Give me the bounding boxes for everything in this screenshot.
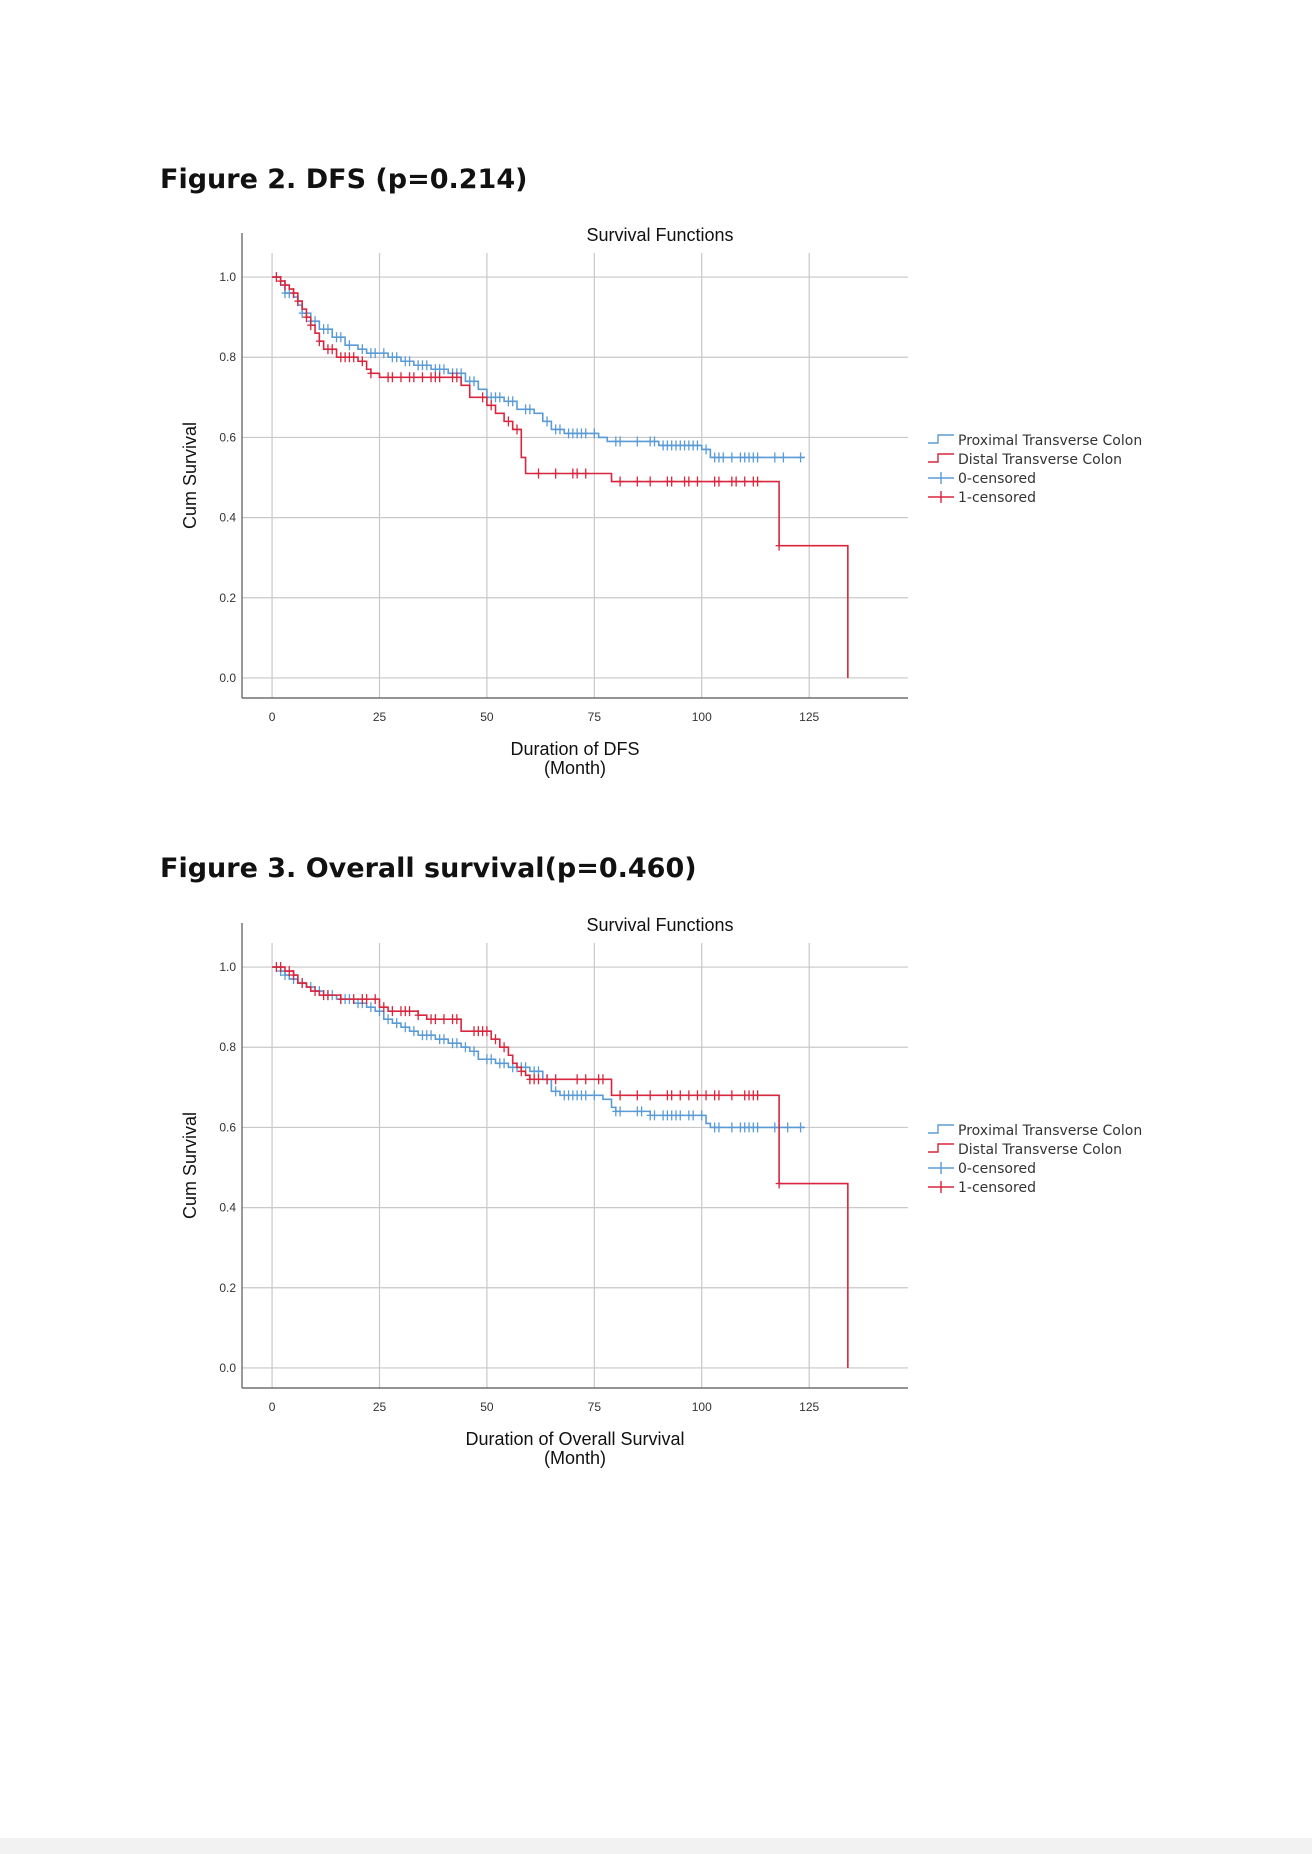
legend-entry: 1-censored <box>958 490 1036 506</box>
dfs-survival-chart: Survival Functions 0.0 0.2 0.4 0.6 0.8 1.0 0 25 5… <box>180 225 1142 778</box>
legend-entry: 1-censored <box>958 1180 1036 1196</box>
x-tick-label: 100 <box>692 710 712 724</box>
grid-lines <box>242 253 908 698</box>
y-tick-label: 0.6 <box>219 430 236 444</box>
series-proximal <box>272 276 805 463</box>
y-tick-label: 0.8 <box>219 350 236 364</box>
series-proximal <box>272 966 805 1133</box>
x-axis-label: (Month) <box>544 1448 606 1468</box>
series-distal <box>272 272 849 678</box>
x-tick-label: 25 <box>373 710 387 724</box>
y-tick-label: 0.2 <box>219 591 236 605</box>
chart-title: Survival Functions <box>586 225 733 245</box>
legend-entry: Proximal Transverse Colon <box>958 1123 1142 1139</box>
x-axis-label: (Month) <box>544 758 606 778</box>
y-tick-label: 0.0 <box>219 671 236 685</box>
chart-title: Survival Functions <box>586 915 733 935</box>
x-tick-label: 75 <box>588 710 602 724</box>
series-distal <box>272 962 849 1368</box>
legend-entry: Distal Transverse Colon <box>958 452 1122 468</box>
x-tick-label: 50 <box>480 710 494 724</box>
x-tick-label: 75 <box>588 1400 602 1414</box>
y-tick-label: 0.0 <box>219 1361 236 1375</box>
y-axis-label: Cum Survival <box>180 422 200 529</box>
y-tick-label: 0.2 <box>219 1281 236 1295</box>
overall-survival-chart: Survival Functions 0.0 0.2 0.4 0.6 0.8 1.0 0 25 5… <box>180 915 1142 1468</box>
x-tick-label: 25 <box>373 1400 387 1414</box>
legend-entry: 0-censored <box>958 471 1036 487</box>
survival-step-line <box>272 276 849 678</box>
y-axis-label: Cum Survival <box>180 1112 200 1219</box>
x-axis-label: Duration of DFS <box>510 739 639 759</box>
legend-entry: Distal Transverse Colon <box>958 1142 1122 1158</box>
y-tick-label: 0.6 <box>219 1120 236 1134</box>
legend-step-symbol <box>928 453 954 463</box>
x-tick-label: 0 <box>269 710 276 724</box>
legend: Proximal Transverse Colon Distal Transver… <box>928 1123 1142 1196</box>
survival-step-line <box>272 276 805 459</box>
y-tick-label: 0.8 <box>219 1040 236 1054</box>
survival-step-line <box>272 966 849 1368</box>
y-tick-label: 0.4 <box>219 511 236 525</box>
y-tick-label: 1.0 <box>219 270 236 284</box>
legend-step-symbol <box>928 1143 954 1153</box>
figure-3-title: Figure 3. Overall survival(p=0.460) <box>160 853 697 884</box>
legend-entry: 0-censored <box>958 1161 1036 1177</box>
x-tick-label: 50 <box>480 1400 494 1414</box>
figure-2-title: Figure 2. DFS (p=0.214) <box>160 164 528 195</box>
x-tick-label: 0 <box>269 1400 276 1414</box>
legend: Proximal Transverse Colon Distal Transver… <box>928 433 1142 506</box>
legend-entry: Proximal Transverse Colon <box>958 433 1142 449</box>
legend-step-symbol <box>928 434 954 444</box>
grid-lines <box>242 943 908 1388</box>
page-bottom-band <box>0 1838 1312 1854</box>
x-tick-label: 125 <box>799 710 819 724</box>
y-tick-label: 1.0 <box>219 960 236 974</box>
y-tick-label: 0.4 <box>219 1201 236 1215</box>
x-axis-label: Duration of Overall Survival <box>465 1429 684 1449</box>
x-tick-label: 125 <box>799 1400 819 1414</box>
x-tick-label: 100 <box>692 1400 712 1414</box>
legend-step-symbol <box>928 1124 954 1134</box>
